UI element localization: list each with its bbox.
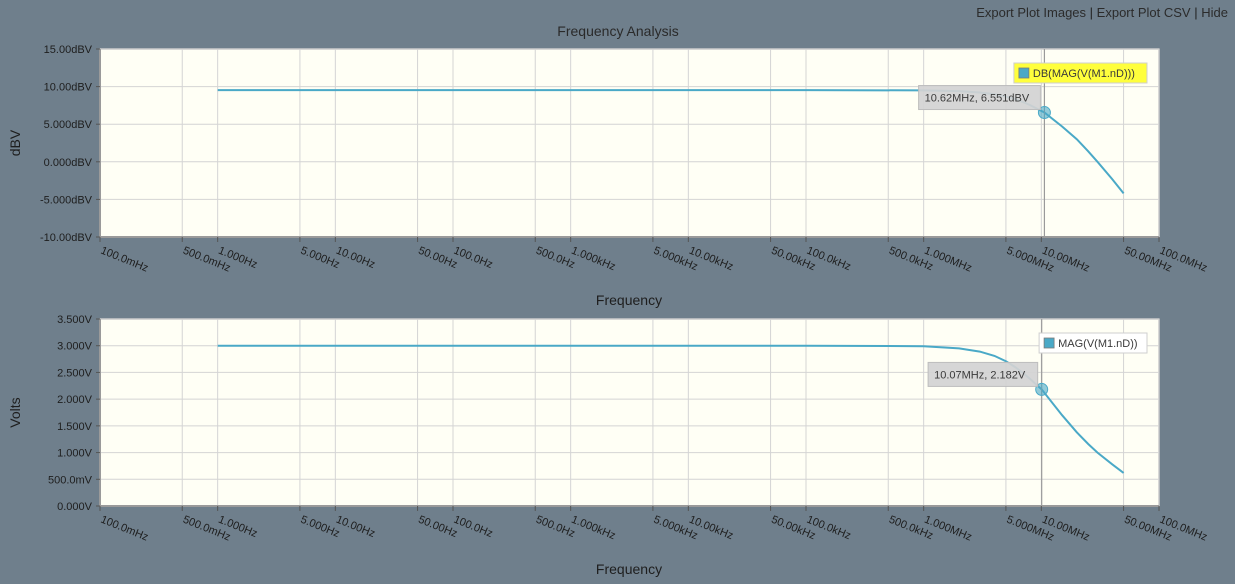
toolbar-separator: | (1089, 5, 1094, 20)
chart-title: Frequency Analysis (557, 23, 678, 39)
x-tick-label: 10.00Hz (334, 245, 376, 271)
y-tick-label: 3.000V (57, 341, 93, 353)
y-tick-label: -5.000dBV (40, 194, 93, 206)
hide-plot-link[interactable]: Hide (1201, 5, 1228, 20)
tooltip-text: 10.62MHz, 6.551dBV (925, 93, 1030, 105)
legend-entry: MAG(V(M1.nD)) (1058, 338, 1137, 350)
y-tick-label: 1.000V (57, 448, 93, 460)
legend-swatch (1043, 337, 1055, 349)
export-plot-csv-link[interactable]: Export Plot CSV (1096, 5, 1191, 20)
export-plot-images-link[interactable]: Export Plot Images (976, 5, 1087, 20)
x-tick-label: 1.000kHz (570, 514, 618, 543)
legend-entry: DB(MAG(V(M1.nD))) (1033, 68, 1135, 80)
x-tick-label: 1.000kHz (570, 245, 618, 274)
hover-point[interactable] (1035, 382, 1049, 396)
tooltip-box (918, 85, 1041, 111)
x-tick-label: 100.0Hz (452, 245, 494, 271)
toolbar-separator: | (1194, 5, 1198, 20)
y-tick-label: 2.000V (57, 394, 93, 406)
x-tick-label: 50.00Hz (416, 514, 458, 540)
hover-point[interactable] (1037, 106, 1051, 120)
y-tick-label: 15.00dBV (44, 44, 93, 56)
x-tick-label: 50.00Hz (416, 245, 458, 271)
legend-box[interactable] (1013, 62, 1148, 84)
x-tick-label: 5.000Hz (299, 514, 341, 540)
y-axis-label: dBV (7, 129, 23, 156)
tooltip-text: 10.07MHz, 2.182V (934, 369, 1026, 381)
y-axis-label: Volts (7, 397, 23, 427)
y-tick-label: 10.00dBV (44, 82, 93, 94)
tooltip-box (927, 361, 1039, 387)
y-tick-label: 2.500V (57, 367, 93, 379)
y-tick-label: 1.500V (57, 421, 93, 433)
chart-panel-1: Frequency Analysis 15.00dBV 10.00dBV 5.000d… (7, 23, 1209, 308)
legend-box[interactable] (1038, 332, 1148, 354)
plot-area (99, 48, 1160, 238)
y-tick-label: -10.00dBV (40, 232, 93, 244)
x-axis-label: Frequency (596, 561, 662, 577)
x-tick-label: 100.0mHz (99, 514, 150, 544)
plot-area (99, 318, 1160, 507)
x-tick-label: 10.00Hz (334, 514, 376, 540)
x-tick-label: 5.000Hz (299, 245, 341, 271)
y-tick-label: 0.000dBV (44, 157, 93, 169)
legend-swatch (1018, 67, 1030, 79)
y-tick-label: 0.000V (57, 501, 93, 513)
x-tick-label: 500.0Hz (534, 514, 576, 540)
y-tick-label: 5.000dBV (44, 119, 93, 131)
x-tick-label: 500.0Hz (534, 245, 576, 271)
chart-panel-2: 3.500V 3.000V 2.500V 2.000V 1.500V 1.000V 500.… (7, 314, 1209, 577)
x-axis-label: Frequency (596, 292, 662, 308)
plot-toolbar: Export Plot Images | Export Plot CSV | H… (976, 5, 1228, 20)
x-tick-label: 100.0mHz (99, 245, 150, 275)
y-tick-label: 3.500V (57, 314, 93, 326)
x-tick-label: 100.0Hz (452, 514, 494, 540)
y-tick-label: 500.0mV (48, 474, 93, 486)
